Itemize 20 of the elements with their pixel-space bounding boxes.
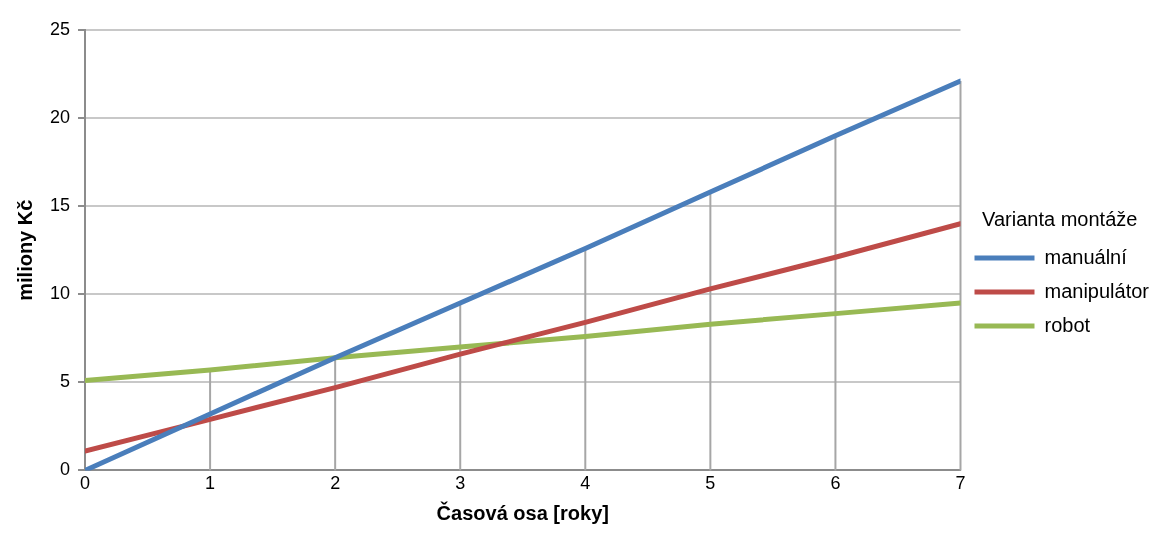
x-tick-label: 7 bbox=[955, 473, 966, 494]
legend-title: Varianta montáže bbox=[982, 207, 1138, 230]
x-tick-label: 3 bbox=[455, 473, 466, 494]
y-tick-label: 5 bbox=[60, 371, 71, 392]
y-tick-label: 25 bbox=[49, 18, 71, 39]
legend-label: manipulátor bbox=[1044, 279, 1150, 302]
x-tick-label: 1 bbox=[205, 473, 216, 494]
legend-label: manuální bbox=[1044, 245, 1128, 268]
y-tick-label: 20 bbox=[49, 107, 71, 128]
x-tick-label: 2 bbox=[330, 473, 341, 494]
x-tick-label: 6 bbox=[830, 473, 841, 494]
x-tick-label: 4 bbox=[580, 473, 591, 494]
y-tick-label: 0 bbox=[60, 459, 71, 480]
x-axis-title: Časová osa [roky] bbox=[436, 500, 609, 524]
x-tick-label: 0 bbox=[80, 473, 91, 494]
y-axis-title: miliony Kč bbox=[13, 199, 36, 301]
y-tick-label: 15 bbox=[49, 195, 71, 216]
legend-label: robot bbox=[1044, 313, 1091, 336]
y-tick-label: 10 bbox=[49, 283, 71, 304]
x-tick-label: 5 bbox=[705, 473, 716, 494]
